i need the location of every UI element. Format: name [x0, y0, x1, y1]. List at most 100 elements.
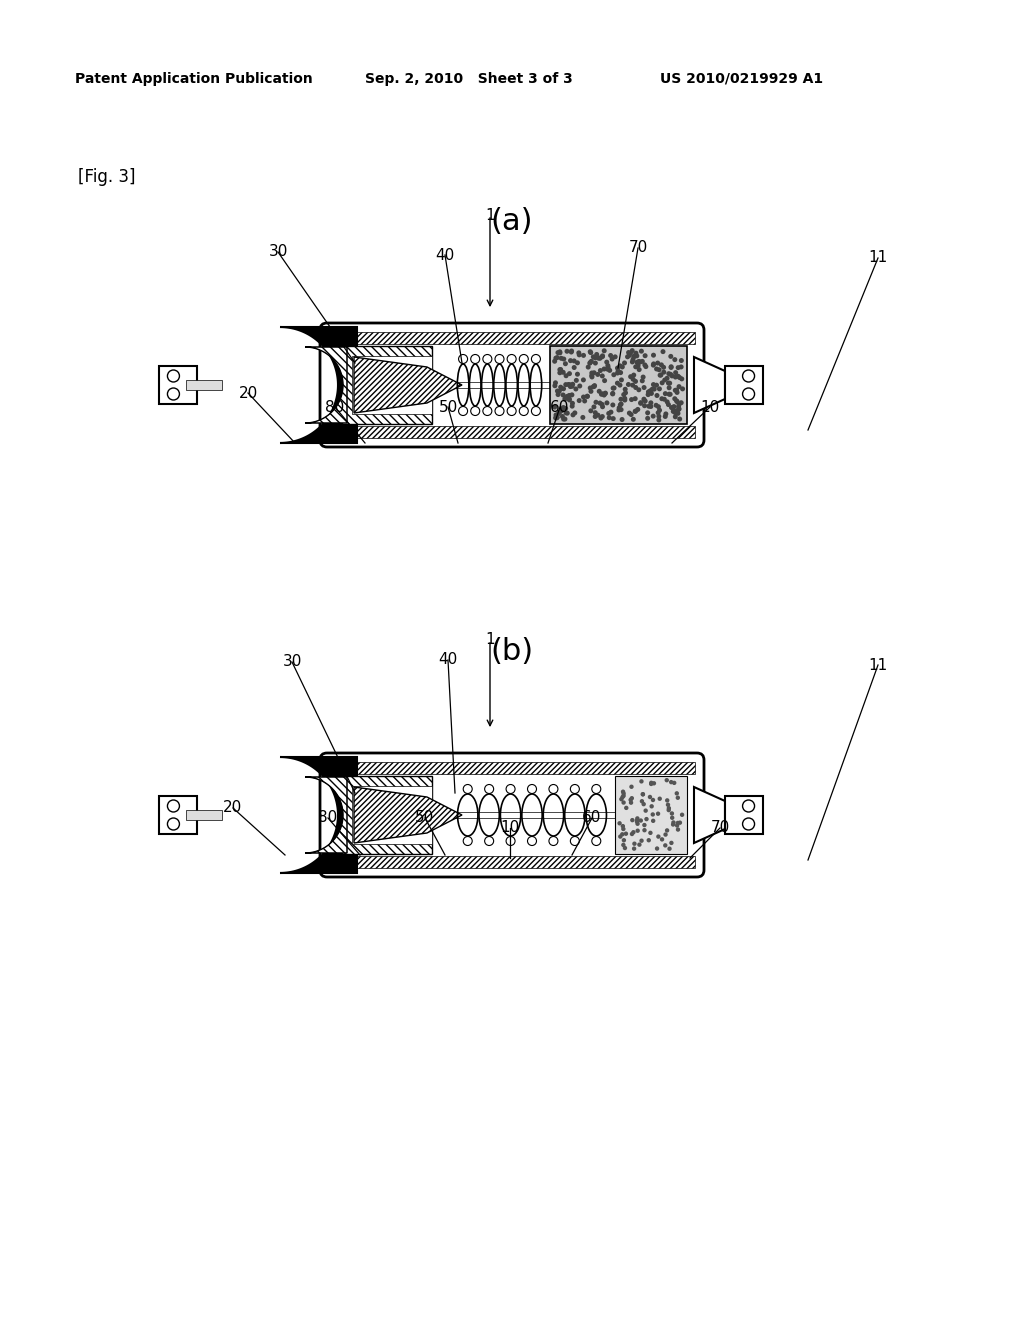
- Circle shape: [636, 387, 641, 392]
- Circle shape: [597, 355, 602, 360]
- Circle shape: [670, 812, 674, 816]
- Circle shape: [561, 417, 566, 421]
- Circle shape: [561, 370, 565, 375]
- Circle shape: [570, 401, 574, 405]
- Circle shape: [630, 348, 635, 354]
- Circle shape: [592, 383, 597, 388]
- Circle shape: [560, 392, 565, 397]
- Circle shape: [168, 388, 179, 400]
- Bar: [342, 776, 432, 854]
- Circle shape: [563, 407, 568, 411]
- Circle shape: [593, 360, 598, 366]
- Circle shape: [668, 372, 673, 378]
- Polygon shape: [354, 356, 462, 413]
- Circle shape: [623, 396, 628, 401]
- Circle shape: [677, 417, 682, 421]
- Circle shape: [471, 407, 479, 416]
- Circle shape: [527, 784, 537, 793]
- Circle shape: [463, 837, 472, 846]
- Circle shape: [635, 818, 639, 822]
- Circle shape: [656, 417, 662, 422]
- Circle shape: [560, 414, 565, 418]
- Circle shape: [635, 360, 640, 364]
- Circle shape: [667, 392, 672, 397]
- Circle shape: [622, 842, 626, 847]
- Circle shape: [632, 846, 636, 851]
- Circle shape: [646, 838, 651, 842]
- Circle shape: [588, 360, 593, 364]
- Text: Sep. 2, 2010   Sheet 3 of 3: Sep. 2, 2010 Sheet 3 of 3: [365, 73, 572, 86]
- Circle shape: [649, 781, 653, 787]
- Circle shape: [642, 385, 646, 389]
- Circle shape: [680, 387, 685, 392]
- Circle shape: [664, 412, 669, 416]
- Circle shape: [603, 391, 607, 396]
- Circle shape: [566, 393, 571, 397]
- Circle shape: [656, 404, 660, 409]
- Circle shape: [618, 401, 624, 407]
- Circle shape: [557, 389, 562, 393]
- Circle shape: [649, 391, 654, 396]
- Circle shape: [636, 363, 641, 368]
- Circle shape: [483, 355, 492, 363]
- Circle shape: [672, 408, 677, 413]
- Circle shape: [674, 388, 679, 392]
- Circle shape: [621, 789, 626, 793]
- Circle shape: [742, 818, 755, 830]
- Circle shape: [615, 366, 620, 371]
- Text: 20: 20: [223, 800, 243, 816]
- Circle shape: [585, 393, 590, 399]
- Circle shape: [559, 408, 564, 413]
- Circle shape: [598, 416, 603, 421]
- Circle shape: [673, 375, 678, 380]
- Circle shape: [666, 803, 670, 807]
- Circle shape: [589, 374, 594, 378]
- Circle shape: [742, 370, 755, 381]
- Circle shape: [506, 784, 515, 793]
- Circle shape: [662, 364, 666, 370]
- Circle shape: [591, 384, 596, 389]
- Circle shape: [679, 358, 684, 363]
- Bar: [185, 380, 222, 389]
- Circle shape: [633, 364, 638, 370]
- Circle shape: [638, 359, 643, 364]
- Circle shape: [592, 784, 601, 793]
- Circle shape: [655, 411, 660, 416]
- Circle shape: [553, 416, 558, 420]
- Circle shape: [676, 366, 681, 370]
- Circle shape: [564, 348, 569, 354]
- Polygon shape: [694, 356, 725, 413]
- Circle shape: [562, 417, 567, 421]
- Circle shape: [566, 395, 571, 400]
- Circle shape: [633, 396, 638, 401]
- Circle shape: [616, 405, 622, 411]
- Circle shape: [634, 351, 638, 355]
- Circle shape: [665, 828, 670, 833]
- Circle shape: [602, 378, 607, 383]
- Circle shape: [563, 374, 568, 379]
- Text: 1: 1: [485, 632, 495, 648]
- Circle shape: [554, 412, 558, 417]
- Circle shape: [639, 818, 643, 822]
- Circle shape: [654, 393, 659, 399]
- Circle shape: [640, 379, 645, 383]
- Bar: [615, 776, 687, 854]
- Circle shape: [638, 401, 643, 405]
- Circle shape: [676, 796, 680, 800]
- Circle shape: [630, 832, 634, 836]
- Circle shape: [623, 391, 628, 395]
- Circle shape: [676, 404, 681, 409]
- Circle shape: [637, 842, 642, 847]
- Circle shape: [669, 364, 674, 370]
- Circle shape: [657, 408, 663, 413]
- Circle shape: [168, 800, 179, 812]
- Circle shape: [616, 408, 622, 412]
- Circle shape: [617, 821, 622, 825]
- Circle shape: [672, 780, 677, 785]
- Circle shape: [645, 416, 650, 421]
- Bar: [342, 346, 432, 424]
- Circle shape: [606, 411, 611, 416]
- Circle shape: [672, 404, 677, 409]
- Circle shape: [679, 364, 684, 370]
- Circle shape: [620, 797, 624, 801]
